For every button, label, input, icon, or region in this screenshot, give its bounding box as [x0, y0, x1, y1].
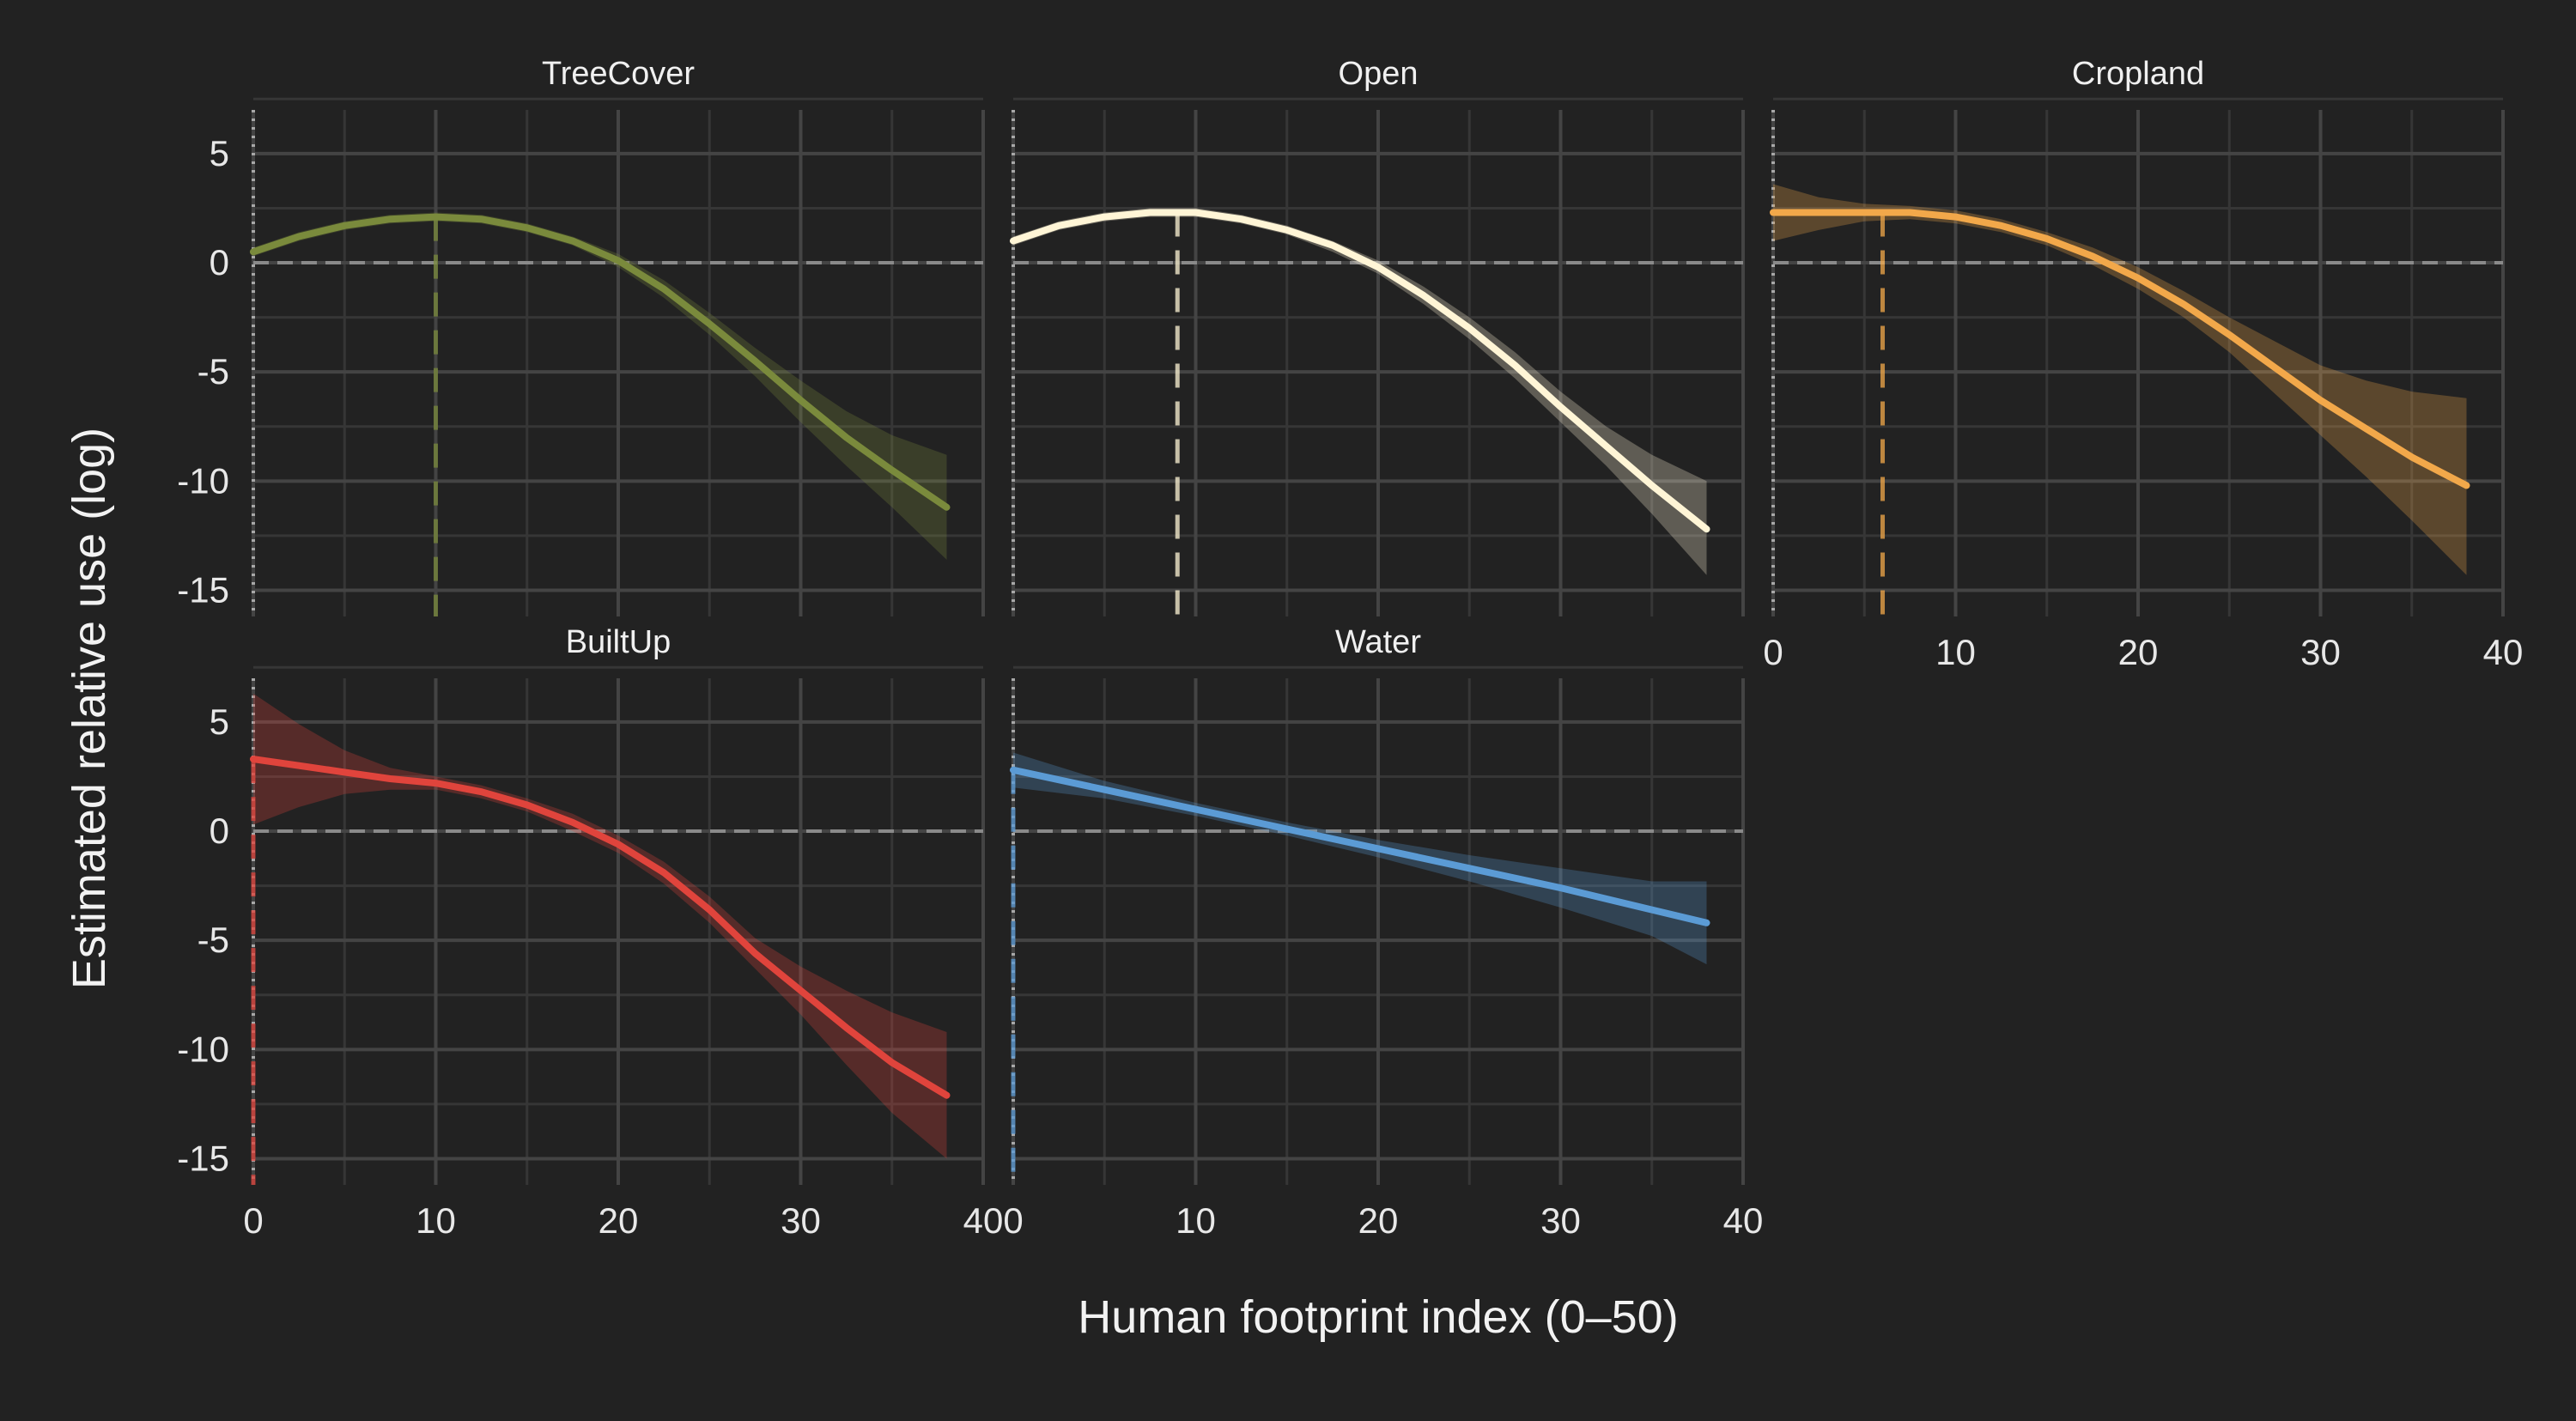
x-tick-label: 30 [1540, 1200, 1581, 1241]
x-tick-label: 30 [781, 1200, 821, 1241]
x-tick-label: 0 [243, 1200, 263, 1241]
y-tick-label: -15 [177, 569, 229, 610]
y-axis-title: Estimated relative use (log) [64, 428, 115, 989]
y-tick-label: 0 [210, 811, 229, 851]
x-tick-label: 0 [1763, 632, 1783, 672]
x-tick-label: 40 [963, 1200, 1004, 1241]
y-tick-label: -5 [197, 920, 229, 960]
y-tick-label: 5 [210, 133, 229, 173]
confidence-band [1013, 752, 1707, 965]
x-tick-label: 10 [1176, 1200, 1216, 1241]
x-axis-title: Human footprint index (0–50) [1078, 1291, 1678, 1343]
panel-title: TreeCover [542, 56, 695, 92]
y-tick-label: -10 [177, 460, 229, 501]
y-tick-label: -10 [177, 1029, 229, 1069]
x-tick-label: 20 [598, 1200, 639, 1241]
series-line [1770, 209, 2470, 489]
x-tick-label: 40 [1723, 1200, 1764, 1241]
series-line [1010, 209, 1710, 533]
panel-title: BuiltUp [566, 624, 671, 660]
panel-builtup: BuiltUp 5 0 -5 -10 -15 0 10 20 30 40 [177, 624, 1003, 1241]
x-tick-label: 20 [1358, 1200, 1399, 1241]
y-tick-label: -15 [177, 1138, 229, 1178]
x-tick-label: 10 [416, 1200, 456, 1241]
x-tick-label: 30 [2300, 632, 2341, 672]
x-tick-label: 40 [2483, 632, 2524, 672]
panel-treecover: TreeCover 5 0 -5 -10 -15 [177, 56, 985, 616]
series-line [250, 213, 951, 511]
series-line [1010, 766, 1710, 926]
series-line [250, 756, 951, 1099]
x-tick-label: 10 [1935, 632, 1976, 672]
panel-open: Open [1010, 56, 1745, 616]
x-tick-label: 0 [1003, 1200, 1023, 1241]
panel-title: Open [1339, 56, 1419, 92]
confidence-band [253, 212, 947, 560]
panel-title: Cropland [2072, 56, 2204, 92]
y-tick-label: 0 [210, 242, 229, 282]
panel-cropland: Cropland 0 10 20 30 40 [1763, 56, 2523, 672]
confidence-band [1773, 184, 2467, 575]
x-tick-label: 20 [2118, 632, 2159, 672]
panel-title: Water [1335, 624, 1421, 660]
confidence-band [253, 693, 947, 1159]
y-tick-label: -5 [197, 351, 229, 392]
panel-water: Water 0 10 20 30 40 [1003, 624, 1763, 1241]
y-tick-label: 5 [210, 701, 229, 742]
